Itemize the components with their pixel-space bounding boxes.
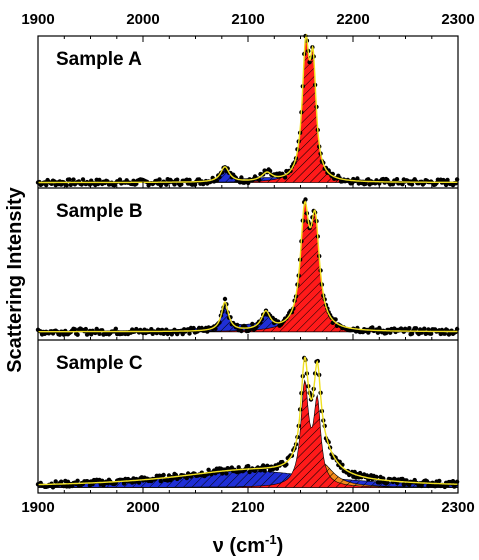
x-tick-label-bottom-1900: 1900 bbox=[21, 499, 54, 516]
data-point bbox=[224, 471, 229, 476]
data-point bbox=[157, 177, 162, 182]
data-point bbox=[117, 177, 123, 182]
panel-1-label: Sample A bbox=[56, 49, 142, 70]
data-point bbox=[80, 177, 86, 182]
axes-layer: 1900 2000 2100 2200 2300 1900 2000 2100 2200 2300 bbox=[21, 11, 474, 516]
data-point bbox=[363, 181, 368, 186]
data-point bbox=[97, 331, 102, 336]
x-tick-label-bottom-2300: 2300 bbox=[441, 499, 474, 516]
data-point bbox=[158, 478, 163, 484]
panel-3-fit-curve bbox=[38, 356, 459, 486]
panel-3: Sample C bbox=[35, 353, 460, 490]
data-point bbox=[44, 182, 49, 188]
data-point bbox=[355, 176, 360, 181]
panel-3-band-red-3 bbox=[37, 379, 459, 488]
data-point bbox=[282, 175, 288, 180]
data-point bbox=[59, 479, 64, 484]
data-point bbox=[72, 327, 78, 332]
data-point bbox=[64, 183, 69, 188]
data-point bbox=[333, 317, 338, 322]
data-point bbox=[262, 468, 267, 473]
data-point bbox=[409, 331, 415, 336]
x-axis-title-main: ν (cm bbox=[213, 535, 265, 557]
x-axis-title-close: ) bbox=[277, 535, 284, 557]
data-point bbox=[385, 480, 390, 485]
data-point bbox=[303, 197, 308, 202]
x-tick-label-bottom-2100: 2100 bbox=[231, 499, 264, 516]
x-tick-label-bottom-2200: 2200 bbox=[336, 499, 369, 516]
data-point bbox=[274, 466, 280, 471]
panel-2-band-red-2 bbox=[37, 202, 459, 333]
data-point bbox=[409, 182, 415, 187]
data-point bbox=[53, 479, 58, 484]
data-point bbox=[75, 332, 80, 337]
x-tick-label-top-2200: 2200 bbox=[336, 11, 369, 28]
data-point bbox=[172, 182, 177, 187]
panel-1-fit-curve bbox=[38, 33, 458, 184]
data-point bbox=[250, 321, 255, 327]
data-point bbox=[401, 482, 406, 487]
data-point bbox=[307, 60, 312, 65]
data-point bbox=[400, 182, 405, 187]
panel-2: Sample B bbox=[35, 197, 460, 337]
plot-frame bbox=[37, 35, 459, 494]
data-point bbox=[187, 331, 192, 336]
data-point bbox=[187, 177, 192, 183]
data-point bbox=[83, 326, 89, 332]
data-point bbox=[454, 479, 460, 484]
data-point bbox=[205, 329, 210, 334]
panel-2-label: Sample B bbox=[56, 201, 143, 222]
data-point bbox=[445, 177, 450, 183]
x-tick-label-top-1900: 1900 bbox=[21, 11, 54, 28]
x-tick-label-top-2000: 2000 bbox=[126, 11, 159, 28]
data-point bbox=[175, 177, 180, 182]
x-tick-label-bottom-2000: 2000 bbox=[126, 499, 159, 516]
data-point bbox=[75, 478, 80, 483]
data-point bbox=[422, 326, 427, 331]
data-point bbox=[67, 177, 72, 182]
data-point bbox=[437, 478, 442, 484]
data-point bbox=[413, 326, 419, 331]
data-point bbox=[442, 331, 447, 336]
data-point bbox=[71, 177, 76, 182]
data-point bbox=[220, 471, 225, 476]
x-axis-title: ν (cm-1) bbox=[213, 532, 283, 557]
panel-1: Sample A bbox=[35, 33, 460, 188]
data-point bbox=[450, 479, 456, 484]
panels-layer: Sample A Sample B Sample C bbox=[35, 33, 460, 490]
data-point bbox=[239, 328, 244, 334]
data-point bbox=[184, 475, 189, 481]
data-point bbox=[394, 177, 400, 182]
data-point bbox=[374, 474, 379, 480]
data-point bbox=[239, 175, 244, 180]
data-point bbox=[222, 296, 228, 302]
data-point bbox=[407, 326, 412, 331]
panel-3-label: Sample C bbox=[56, 353, 143, 374]
data-point bbox=[236, 465, 241, 470]
data-point bbox=[370, 325, 375, 330]
panel-2-fit-curve bbox=[38, 200, 458, 333]
data-point bbox=[191, 325, 196, 331]
data-point bbox=[428, 331, 434, 336]
data-point bbox=[179, 182, 184, 187]
x-axis-title-sup: -1 bbox=[265, 532, 277, 547]
data-point bbox=[454, 177, 460, 182]
data-point bbox=[214, 178, 219, 183]
data-point bbox=[419, 483, 424, 489]
data-point bbox=[113, 326, 119, 331]
data-point bbox=[136, 480, 142, 485]
x-tick-label-top-2100: 2100 bbox=[231, 11, 264, 28]
data-point bbox=[161, 472, 166, 478]
y-axis-title: Scattering Intensity bbox=[4, 186, 26, 372]
data-point bbox=[246, 463, 251, 469]
data-point bbox=[390, 182, 396, 187]
x-ticks bbox=[37, 36, 459, 493]
data-point bbox=[454, 326, 460, 332]
x-tick-label-top-2300: 2300 bbox=[441, 11, 474, 28]
